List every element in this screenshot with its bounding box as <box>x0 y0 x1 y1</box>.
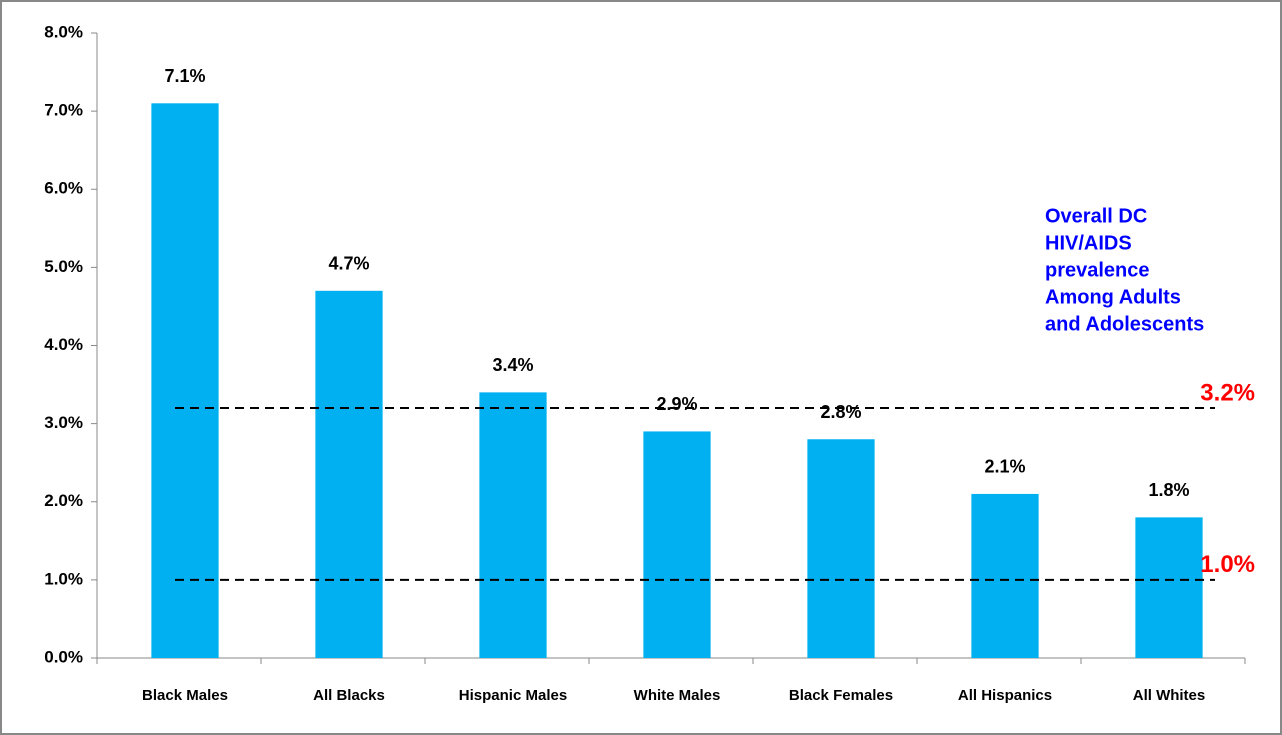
y-tick-label: 0.0% <box>44 647 83 666</box>
annotation: Among Adults <box>1045 286 1181 308</box>
annotation: and Adolescents <box>1045 313 1204 335</box>
x-tick-label: All Whites <box>1133 687 1206 704</box>
value-label: 2.8% <box>820 402 861 422</box>
value-label: 1.8% <box>1148 480 1189 500</box>
x-tick-label: All Blacks <box>313 687 385 704</box>
y-tick-label: 7.0% <box>44 101 83 120</box>
x-tick-label: All Hispanics <box>958 687 1052 704</box>
bar <box>151 103 219 658</box>
bar <box>807 439 875 658</box>
reference-label: 3.2% <box>1200 379 1255 406</box>
bar <box>1135 517 1203 658</box>
bar <box>643 431 711 658</box>
y-tick-label: 6.0% <box>44 179 83 198</box>
annotation: Overall DC <box>1045 205 1147 227</box>
y-tick-label: 2.0% <box>44 491 83 510</box>
bar <box>315 290 383 658</box>
x-tick-label: Hispanic Males <box>459 687 567 704</box>
annotation: HIV/AIDS <box>1045 232 1132 254</box>
bar <box>479 392 547 658</box>
value-label: 7.1% <box>164 66 205 86</box>
value-label: 2.9% <box>656 394 697 414</box>
y-tick-label: 3.0% <box>44 413 83 432</box>
y-tick-label: 1.0% <box>44 569 83 588</box>
value-label: 2.1% <box>984 457 1025 477</box>
x-tick-label: Black Males <box>142 687 228 704</box>
y-tick-label: 8.0% <box>44 22 83 41</box>
x-tick-label: Black Females <box>789 687 893 704</box>
y-tick-label: 5.0% <box>44 257 83 276</box>
y-tick-label: 4.0% <box>44 335 83 354</box>
annotation: prevalence <box>1045 259 1150 281</box>
reference-label: 1.0% <box>1200 551 1255 578</box>
bar <box>971 493 1039 658</box>
value-label: 3.4% <box>492 355 533 375</box>
value-label: 4.7% <box>328 254 369 274</box>
x-tick-label: White Males <box>634 687 721 704</box>
